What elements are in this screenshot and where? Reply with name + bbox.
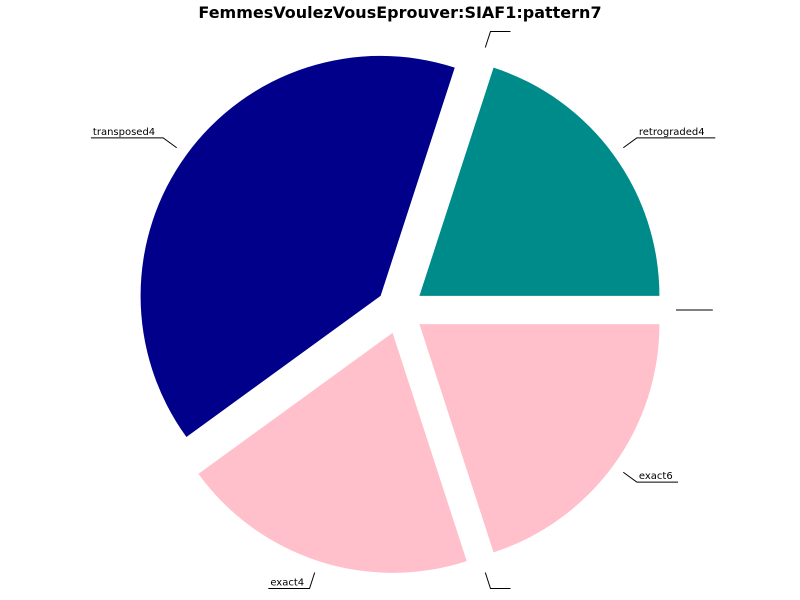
slice-label-group-exact6: exact6 [622, 471, 679, 483]
pie-labels: retrograded4 transposed4 exact4 exact6 [90, 31, 716, 589]
slice-label-group-empty-4 [484, 572, 511, 589]
chart-title: FemmesVoulezVousEprouver:SIAF1:pattern7 [198, 3, 602, 22]
slice-label: exact6 [639, 471, 673, 482]
pie-slice-transposed4 [140, 55, 455, 437]
slice-label: retrograded4 [639, 127, 705, 138]
leader-line [622, 137, 716, 149]
leader-line [90, 137, 178, 149]
pie-slices [140, 55, 660, 573]
leader-line [484, 31, 511, 48]
leader-line [268, 572, 316, 589]
slice-label: transposed4 [93, 127, 155, 138]
slice-label-group-exact4: exact4 [268, 572, 316, 589]
leader-line [484, 572, 511, 589]
pie-slice-exact6 [419, 324, 660, 553]
pie-slice-retrograded4 [419, 67, 660, 296]
slice-label-group-retrograded4: retrograded4 [622, 127, 716, 149]
slice-label-group-transposed4: transposed4 [90, 127, 178, 149]
pie-slice-exact4 [198, 332, 467, 573]
slice-label: exact4 [270, 577, 304, 588]
slice-label-group-empty-1 [484, 31, 511, 48]
leader-line [622, 471, 679, 483]
